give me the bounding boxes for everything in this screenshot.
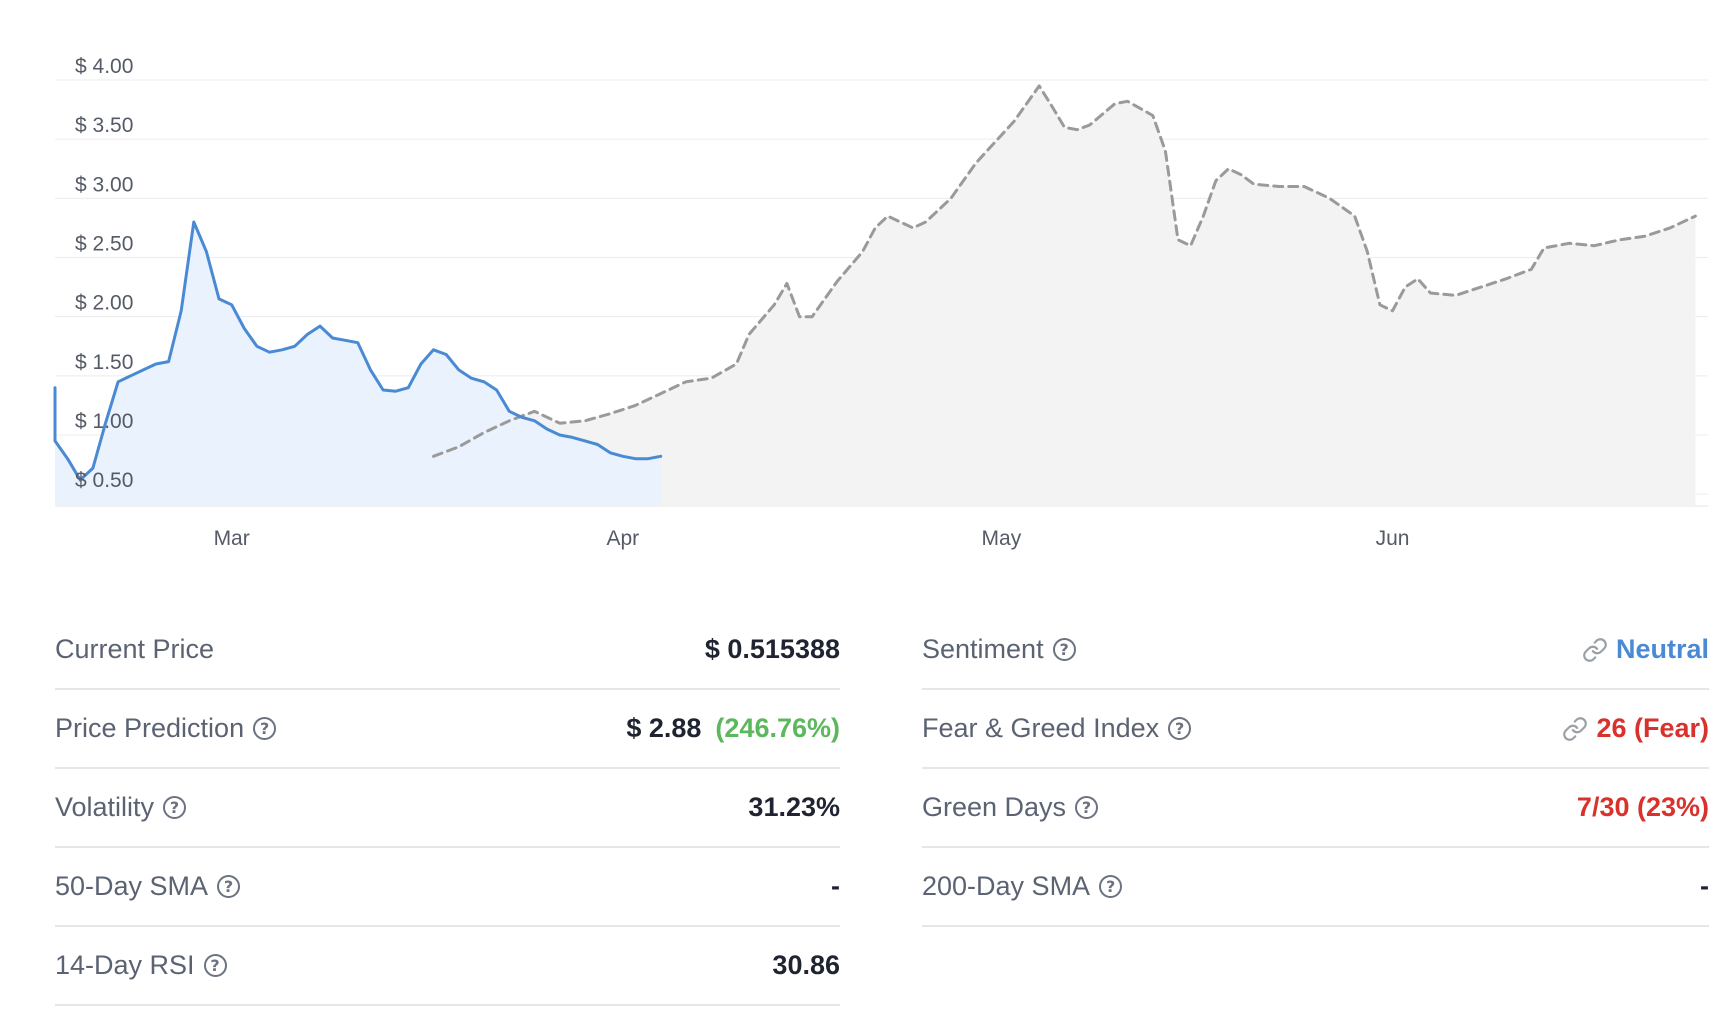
price-prediction-label: Price Prediction	[55, 713, 245, 743]
history-area	[55, 222, 661, 506]
fear-greed-label: Fear & Greed Index	[922, 713, 1160, 743]
price-prediction-chart: $ 0.50 $ 1.00 $ 1.50 $ 2.00 $ 2.50 $ 3.00 $ 3.…	[53, 55, 1708, 550]
sentiment-value: Neutral	[1615, 634, 1709, 664]
stats-table-left: Current Price $ 0.515388 Price Predictio…	[55, 611, 840, 1011]
rsi-14-row: 14-Day RSI? 30.86	[55, 927, 840, 1006]
x-tick-label: May	[982, 527, 1022, 550]
volatility-label: Volatility	[55, 792, 155, 822]
green-days-row: Green Days? 7/30 (23%)	[922, 769, 1709, 848]
help-icon[interactable]: ?	[253, 717, 277, 740]
sma-200-row: 200-Day SMA? -	[922, 848, 1709, 927]
help-icon[interactable]: ?	[1099, 875, 1123, 898]
y-tick-label: $ 3.50	[75, 114, 133, 137]
sma-50-label: 50-Day SMA	[55, 871, 209, 901]
fear-greed-value: 26 (Fear)	[1596, 713, 1709, 743]
chart-lines	[53, 84, 1697, 482]
chart-areas	[55, 85, 1696, 507]
help-icon[interactable]: ?	[1075, 796, 1099, 819]
volatility-value: 31.23%	[748, 792, 840, 822]
price-prediction-row: Price Prediction? $ 2.88 (246.76%)	[55, 690, 840, 769]
green-days-value: 7/30 (23%)	[1576, 792, 1709, 822]
y-tick-label: $ 2.50	[75, 233, 133, 256]
x-tick-label: Apr	[606, 527, 639, 550]
current-price-row: Current Price $ 0.515388	[55, 611, 840, 690]
help-icon[interactable]: ?	[163, 796, 187, 819]
rsi-14-label: 14-Day RSI	[55, 950, 195, 980]
current-price-value: $ 0.515388	[704, 634, 840, 664]
sma-200-value: -	[1700, 871, 1709, 901]
stats-table-right: Sentiment? Neutral Fear & Greed Index? 2…	[922, 611, 1709, 1011]
sma-50-value: -	[831, 871, 840, 901]
x-tick-label: Jun	[1376, 527, 1410, 550]
current-price-label: Current Price	[55, 634, 215, 664]
sentiment-row: Sentiment? Neutral	[922, 611, 1709, 690]
fear-greed-row: Fear & Greed Index? 26 (Fear)	[922, 690, 1709, 769]
price-prediction-value: $ 2.88	[626, 713, 702, 743]
help-icon[interactable]: ?	[1168, 717, 1192, 740]
y-tick-label: $ 4.00	[75, 55, 133, 78]
prediction-area	[433, 85, 1696, 507]
x-tick-label: Mar	[214, 527, 250, 550]
volatility-row: Volatility? 31.23%	[55, 769, 840, 848]
link-icon	[1582, 637, 1608, 663]
x-axis-labels: Mar Apr May Jun	[214, 527, 1410, 550]
sma-200-label: 200-Day SMA	[922, 871, 1091, 901]
green-days-label: Green Days	[922, 792, 1067, 822]
price-prediction-percent: (246.76%)	[715, 713, 840, 743]
help-icon[interactable]: ?	[1052, 638, 1076, 661]
history-line	[53, 220, 663, 482]
y-tick-label: $ 0.50	[75, 469, 133, 492]
help-icon[interactable]: ?	[217, 875, 241, 898]
help-icon[interactable]: ?	[203, 954, 227, 977]
y-axis-labels: $ 0.50 $ 1.00 $ 1.50 $ 2.00 $ 2.50 $ 3.00 $ 3.…	[75, 55, 133, 492]
rsi-14-value: 30.86	[772, 950, 840, 980]
y-tick-label: $ 3.00	[75, 173, 133, 196]
y-tick-label: $ 2.00	[75, 292, 133, 315]
link-icon	[1562, 716, 1588, 742]
sentiment-label: Sentiment	[922, 634, 1044, 664]
prediction-line	[432, 84, 1697, 458]
fear-greed-link[interactable]: 26 (Fear)	[1562, 713, 1709, 744]
y-tick-label: $ 1.00	[75, 410, 133, 433]
y-tick-label: $ 1.50	[75, 351, 133, 374]
sma-50-row: 50-Day SMA? -	[55, 848, 840, 927]
sentiment-link[interactable]: Neutral	[1582, 634, 1709, 665]
